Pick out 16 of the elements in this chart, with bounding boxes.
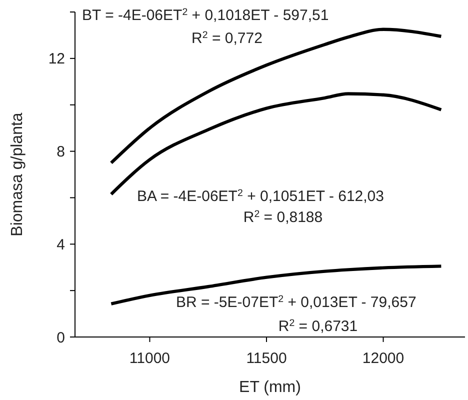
x-tick-label: 12000 xyxy=(362,350,404,367)
annotation: BR = -5E-07ET$^{2}$ + 0,013ET - 79,657 xyxy=(176,294,416,311)
x-tick-label: 11000 xyxy=(129,350,170,367)
annotation: BA = -4E-06ET$^{2}$ + 0,1051ET - 612,03 xyxy=(137,188,384,205)
annotation: R$^{2}$ = 0,6731 xyxy=(278,318,358,335)
annotation: BT = -4E-06ET$^{2}$ + 0,1018ET - 597,51 xyxy=(82,6,329,24)
annotation: R$^{2}$ = 0,772 xyxy=(192,30,262,47)
y-tick-label: 0 xyxy=(56,329,65,346)
y-axis-title: Biomasa g/planta xyxy=(9,112,26,236)
line-series xyxy=(110,28,443,164)
x-tick-label: 11500 xyxy=(246,350,287,367)
annotation: R$^{2}$ = 0,8188 xyxy=(243,208,323,226)
y-tick-label: 4 xyxy=(56,236,65,254)
y-tick-label: 12 xyxy=(48,50,65,68)
y-tick-label: 8 xyxy=(56,144,65,161)
x-axis-title: ET (mm) xyxy=(239,379,301,396)
